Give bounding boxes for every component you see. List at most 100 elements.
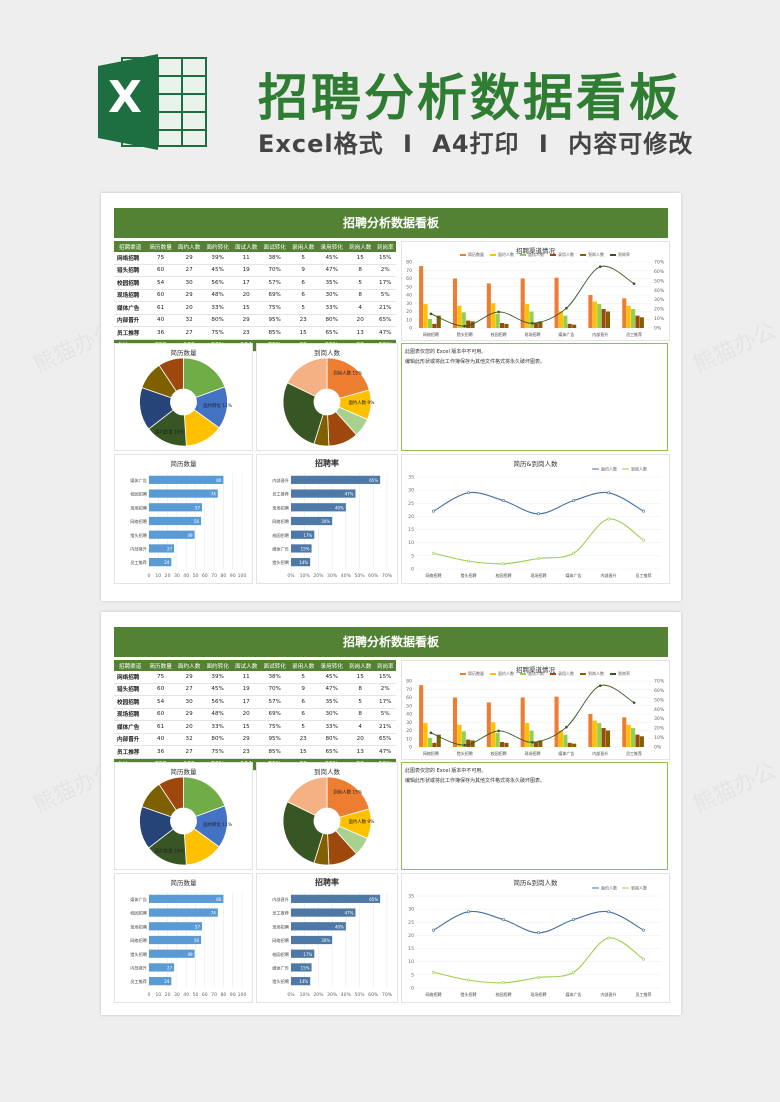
table-cell: 13 bbox=[345, 745, 375, 759]
table-cell: 61 bbox=[146, 301, 175, 315]
category-label: 现场招聘 bbox=[531, 572, 547, 578]
bar bbox=[631, 309, 636, 328]
category-label: 现场招聘 bbox=[130, 923, 147, 930]
category-label: 校园招聘 bbox=[130, 910, 147, 917]
category-label: 媒体广告 bbox=[272, 964, 289, 971]
category-label: 网络招聘 bbox=[426, 991, 442, 997]
table-cell: 5 bbox=[345, 276, 375, 290]
pie-slice bbox=[326, 357, 370, 399]
category-label: 现场招聘 bbox=[130, 504, 147, 511]
table-cell: 2% bbox=[374, 683, 396, 696]
line-point bbox=[632, 701, 636, 704]
pie-slice bbox=[282, 382, 324, 445]
tick-label: 80 bbox=[220, 573, 226, 579]
chart-title: 简历数量 bbox=[170, 349, 197, 357]
bar bbox=[149, 475, 224, 484]
line-point bbox=[502, 562, 506, 566]
category-label: 现场招聘 bbox=[531, 991, 547, 997]
bar bbox=[520, 278, 525, 328]
excel-logo-icon bbox=[98, 54, 207, 150]
bar bbox=[499, 742, 505, 747]
legend-label: 到岗人数 bbox=[631, 466, 647, 472]
category-label: 校园招聘 bbox=[130, 491, 147, 498]
chart-title: 简历数量 bbox=[170, 460, 197, 468]
value-label: 30% bbox=[321, 519, 330, 524]
value-label: 47% bbox=[345, 911, 354, 916]
bar bbox=[149, 949, 195, 958]
table-cell: 69% bbox=[260, 289, 289, 302]
bar bbox=[525, 304, 530, 328]
tick-label: 20 bbox=[408, 514, 414, 520]
category-label: 内部晋升 bbox=[601, 991, 617, 997]
bar bbox=[149, 558, 172, 567]
table-cell: 85% bbox=[260, 745, 289, 759]
pie-chart-panel: 简历数量 面约转化 11% 面约数量 19% bbox=[114, 343, 253, 451]
category-label: 员工推荐 bbox=[626, 331, 642, 337]
tick-label: 70 bbox=[406, 268, 412, 274]
bar bbox=[291, 949, 315, 958]
bar bbox=[436, 734, 441, 747]
table-cell: 45% bbox=[203, 683, 232, 696]
category-label: 网络招聘 bbox=[272, 518, 289, 525]
slice-label: 面约转化 11% bbox=[203, 821, 232, 828]
tick-label: 60 bbox=[406, 276, 412, 282]
category-label: 校园招聘 bbox=[496, 572, 512, 578]
tick-label-right: 10% bbox=[654, 316, 665, 322]
legend-swatch bbox=[460, 254, 466, 256]
bar bbox=[427, 318, 432, 328]
value-label: 49 bbox=[187, 952, 193, 957]
combo-chart-panel: 招聘渠道情况 0 10 20 30 40 50 60 70 80 0% 10% 20% 30% 40% 50%… bbox=[401, 241, 670, 341]
table-cell: 8 bbox=[345, 264, 375, 277]
combo-chart: 0 10 20 30 40 50 60 70 80 0% 10% 20% 30% 40% 50% 60% 70%… bbox=[406, 670, 665, 756]
legend-label: 简历数量 bbox=[468, 251, 484, 257]
chart-title: 到岗人数 bbox=[314, 349, 340, 357]
table-cell: 21% bbox=[374, 301, 396, 315]
line-point bbox=[497, 310, 500, 314]
table-cell: 54 bbox=[146, 695, 175, 709]
bar bbox=[291, 894, 381, 903]
bar bbox=[639, 317, 644, 328]
bar bbox=[605, 311, 611, 328]
bar-chart-panel: 简历数量 0 10 20 30 40 50 60 70 80 90 100 媒体广告 80 校园招聘 74 现场… bbox=[114, 454, 253, 584]
subtitle-format: Excel格式 bbox=[258, 130, 384, 158]
tick-label-right: 60% bbox=[654, 269, 665, 275]
legend-label: 到岗人数 bbox=[631, 885, 647, 891]
value-label: 24 bbox=[164, 979, 170, 984]
legend-label: 录用人数 bbox=[558, 251, 574, 257]
tick-label-right: 30% bbox=[654, 297, 665, 303]
table-cell: 网络招聘 bbox=[114, 671, 147, 684]
tick-label: 90 bbox=[230, 573, 236, 579]
line-point bbox=[463, 324, 467, 328]
tick-label-right: 40% bbox=[654, 288, 665, 294]
table-cell: 35% bbox=[317, 695, 346, 709]
slice-label: 到岗人数 15% bbox=[333, 369, 362, 376]
bar bbox=[291, 908, 356, 917]
bar bbox=[291, 516, 333, 526]
tick-label: 20% bbox=[313, 573, 324, 579]
bar bbox=[291, 922, 346, 931]
logo-letter: X bbox=[108, 72, 142, 123]
bar bbox=[631, 728, 636, 747]
table-cell: 29 bbox=[174, 708, 204, 721]
line-point bbox=[572, 970, 576, 974]
table-cell: 媒体广告 bbox=[114, 720, 147, 734]
table-cell: 75% bbox=[260, 720, 289, 734]
table-cell: 13 bbox=[345, 326, 375, 340]
bar bbox=[529, 311, 534, 328]
value-label: 27 bbox=[167, 965, 173, 970]
line-point bbox=[537, 556, 541, 560]
column-header: 到岗率 bbox=[374, 241, 396, 252]
bar bbox=[554, 696, 559, 747]
tick-label: 50 bbox=[406, 284, 412, 290]
table-cell: 8 bbox=[345, 708, 375, 721]
table-cell: 33% bbox=[317, 301, 346, 315]
bar bbox=[592, 720, 597, 747]
table-cell: 30% bbox=[317, 289, 346, 302]
line-chart-panel: 简历&到岗人数 0 5 10 15 20 25 30 35 面约人数 到岗人数 网络招聘 猎头招聘 校园招… bbox=[401, 873, 670, 1003]
subtitle-separator: I bbox=[402, 130, 413, 158]
table-cell: 36 bbox=[146, 326, 175, 340]
table-row: 猎头招聘 60 27 45% 19 70% 9 47% 8 2% bbox=[114, 264, 396, 277]
bar bbox=[149, 977, 172, 986]
